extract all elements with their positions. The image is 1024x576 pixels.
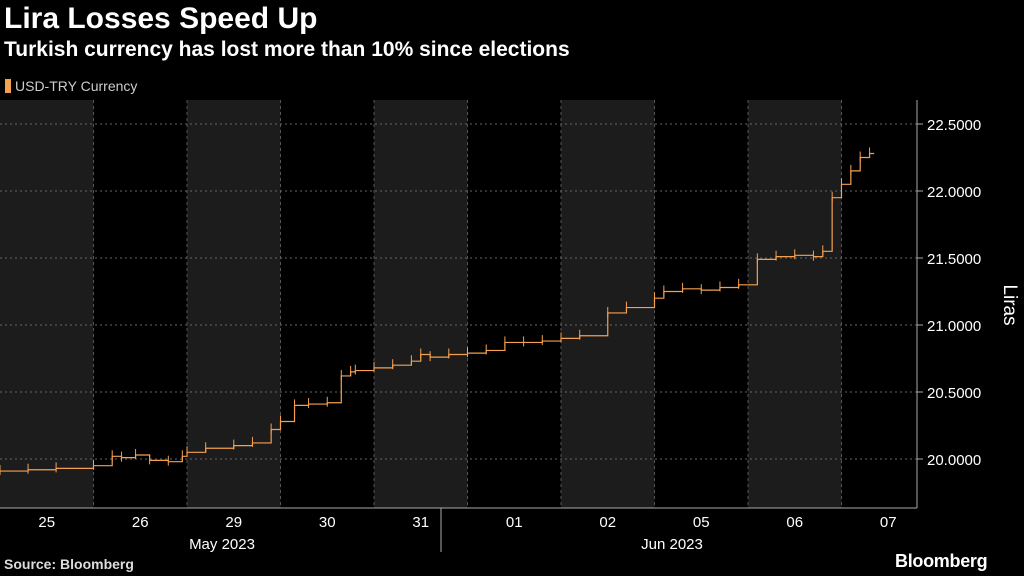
y-tick-label: 20.5000 [927, 385, 981, 402]
legend-label: USD-TRY Currency [15, 78, 138, 94]
day-shade-band [374, 100, 468, 508]
month-label: May 2023 [189, 536, 255, 553]
x-tick-label: 30 [319, 514, 336, 531]
y-tick-label: 21.5000 [927, 251, 981, 268]
x-tick-label: 02 [599, 514, 616, 531]
chart-subtitle: Turkish currency has lost more than 10% … [4, 38, 570, 61]
source-note: Source: Bloomberg [4, 556, 134, 572]
y-axis-label: Liras [999, 284, 1020, 325]
x-tick-label: 07 [880, 514, 897, 531]
legend-swatch [5, 79, 11, 93]
day-shade-band [561, 100, 655, 508]
x-tick-label: 05 [693, 514, 710, 531]
day-shade-band [0, 100, 94, 508]
y-tick-label: 20.0000 [927, 452, 981, 469]
x-tick-label: 25 [38, 514, 55, 531]
legend: USD-TRY Currency [5, 78, 137, 94]
y-tick-label: 22.0000 [927, 184, 981, 201]
x-tick-label: 26 [132, 514, 149, 531]
month-label: Jun 2023 [641, 536, 703, 553]
chart-title: Lira Losses Speed Up [4, 2, 318, 35]
y-tick-label: 22.5000 [927, 117, 981, 134]
day-shade-band [748, 100, 842, 508]
bloomberg-logo: Bloomberg [895, 551, 988, 571]
x-tick-label: 29 [225, 514, 242, 531]
y-tick-label: 21.0000 [927, 318, 981, 335]
x-tick-label: 31 [412, 514, 429, 531]
x-tick-label: 01 [506, 514, 523, 531]
x-tick-label: 06 [786, 514, 803, 531]
